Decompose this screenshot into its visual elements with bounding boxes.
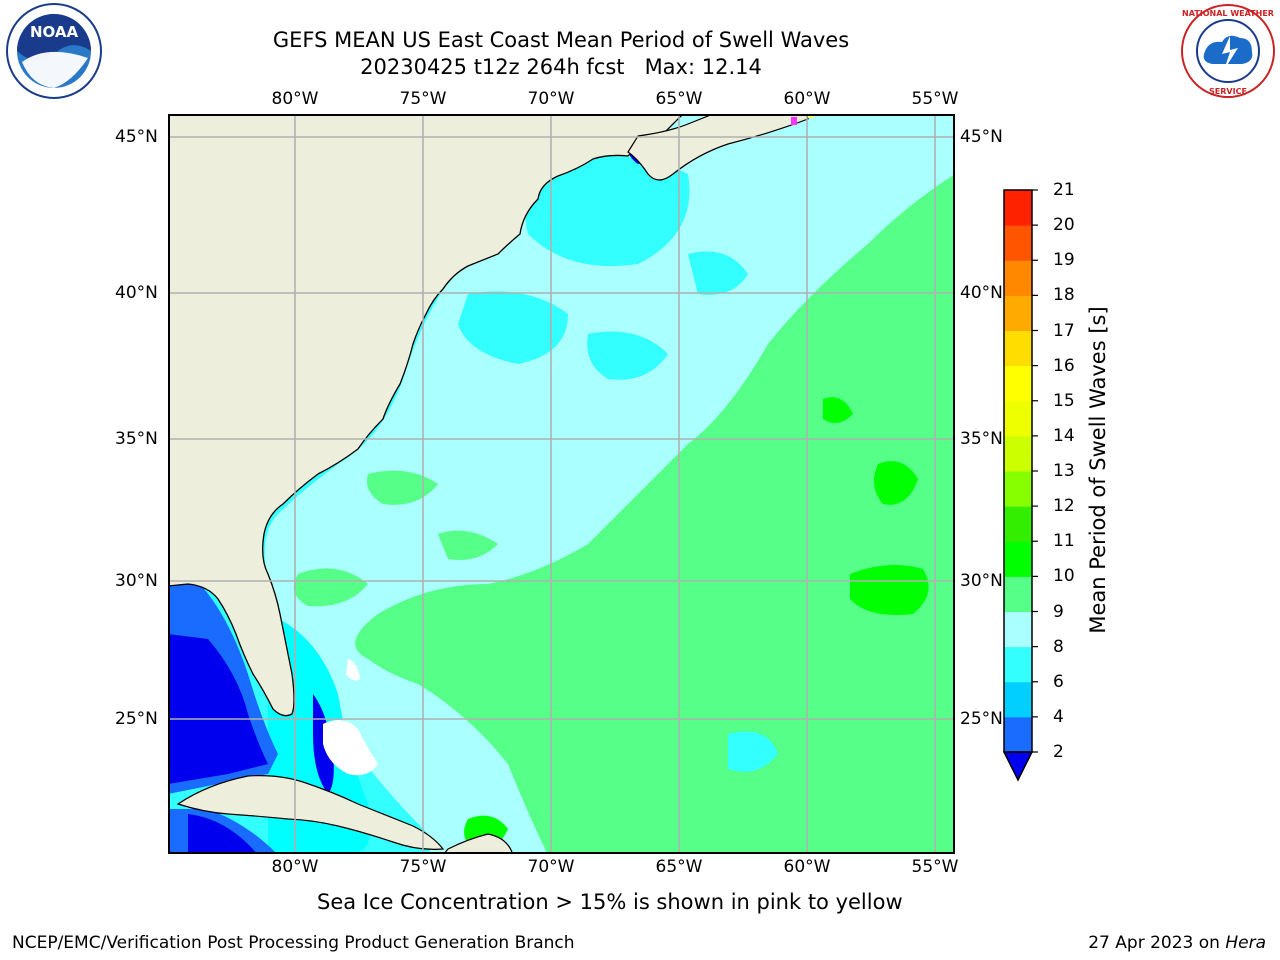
colorbar-segment [1004,225,1032,261]
colorbar-tick-label: 14 [1053,425,1075,446]
noaa-logo-text: NOAA [30,23,79,41]
colorbar-tick-label: 21 [1053,180,1075,200]
graticule [169,115,954,853]
chart-subtitle: 20230425 t12z 264h fcst Max: 12.14 [360,55,762,79]
lon-label-top: 60°W [783,89,831,109]
colorbar-segment [1004,471,1032,507]
lat-label-left: 35°N [115,429,158,449]
colorbar-tick-label: 6 [1053,671,1064,692]
colorbar-tick-label: 18 [1053,285,1075,306]
land-cuba [176,775,445,850]
lat-label-left: 45°N [115,127,158,147]
swell-10-11-patch [850,565,929,615]
map-panel [168,114,955,854]
colorbar-segment [1004,506,1032,542]
lon-label-bottom: 80°W [271,857,319,877]
colorbar-segment [1004,260,1032,296]
colorbar [1002,189,1038,782]
lon-label-top: 75°W [399,89,447,109]
svg-text:NATIONAL WEATHER: NATIONAL WEATHER [1182,9,1274,18]
lat-label-right: 45°N [960,127,1003,147]
colorbar-segment [1004,716,1032,753]
colorbar-tick-label: 11 [1053,531,1075,552]
colorbar-tick-label: 2 [1053,742,1064,762]
colorbar-segment [1004,365,1032,402]
nws-logo: NATIONAL WEATHER SERVICE [1181,4,1275,98]
colorbar-tick-label: 8 [1053,636,1064,657]
colorbar-segment [1004,576,1032,612]
lat-label-right: 40°N [960,283,1003,303]
colorbar-segment [1004,330,1032,367]
swell-9-10-region [355,174,954,853]
lat-label-right: 25°N [960,709,1003,729]
sea-ice-note: Sea Ice Concentration > 15% is shown in … [317,890,903,914]
lon-label-bottom: 75°W [399,857,447,877]
swell-under-2-region [169,634,268,784]
svg-text:SERVICE: SERVICE [1209,87,1247,96]
colorbar-segment [1004,681,1032,718]
colorbar-segment [1004,295,1032,331]
colorbar-tick-label: 16 [1053,355,1075,376]
lon-label-top: 80°W [271,89,319,109]
colorbar-segment [1004,400,1032,437]
lon-label-top: 55°W [911,89,959,109]
colorbar-tick-label: 12 [1053,496,1075,517]
colorbar-tick-label: 4 [1053,706,1064,727]
lon-label-bottom: 70°W [527,857,575,877]
footer-date-text: 27 Apr 2023 on [1088,933,1220,953]
lon-label-bottom: 60°W [783,857,831,877]
lat-label-right: 30°N [960,571,1003,591]
colorbar-extend-triangle [1002,751,1034,782]
sea-ice-mark [791,117,797,125]
colorbar-segment [1004,646,1032,683]
footer-credit: NCEP/EMC/Verification Post Processing Pr… [12,933,575,953]
colorbar-segment [1004,190,1032,226]
colorbar-tick-label: 9 [1053,601,1064,622]
lat-label-left: 40°N [115,283,158,303]
lon-label-top: 70°W [527,89,575,109]
lat-label-left: 30°N [115,571,158,591]
colorbar-tick-label: 10 [1053,566,1075,587]
colorbar-segment [1004,541,1032,577]
colorbar-tick-label: 19 [1053,250,1075,271]
colorbar-tick-label: 17 [1053,320,1075,341]
lon-label-bottom: 55°W [911,857,959,877]
footer-date: 27 Apr 2023 on Hera [1088,933,1266,953]
noaa-logo: NOAA [6,3,102,99]
colorbar-tick-label: 13 [1053,461,1075,481]
lat-label-left: 25°N [115,709,158,729]
colorbar-title: Mean Period of Swell Waves [s] [1086,306,1110,634]
colorbar-tick-label: 15 [1053,390,1075,411]
lon-label-bottom: 65°W [655,857,703,877]
chart-title: GEFS MEAN US East Coast Mean Period of S… [272,28,850,52]
colorbar-tick-label: 20 [1053,215,1075,236]
lat-label-right: 35°N [960,429,1003,449]
colorbar-segment [1004,611,1032,648]
colorbar-segment [1004,435,1032,472]
lon-label-top: 65°W [655,89,703,109]
footer-host: Hera [1225,933,1266,953]
